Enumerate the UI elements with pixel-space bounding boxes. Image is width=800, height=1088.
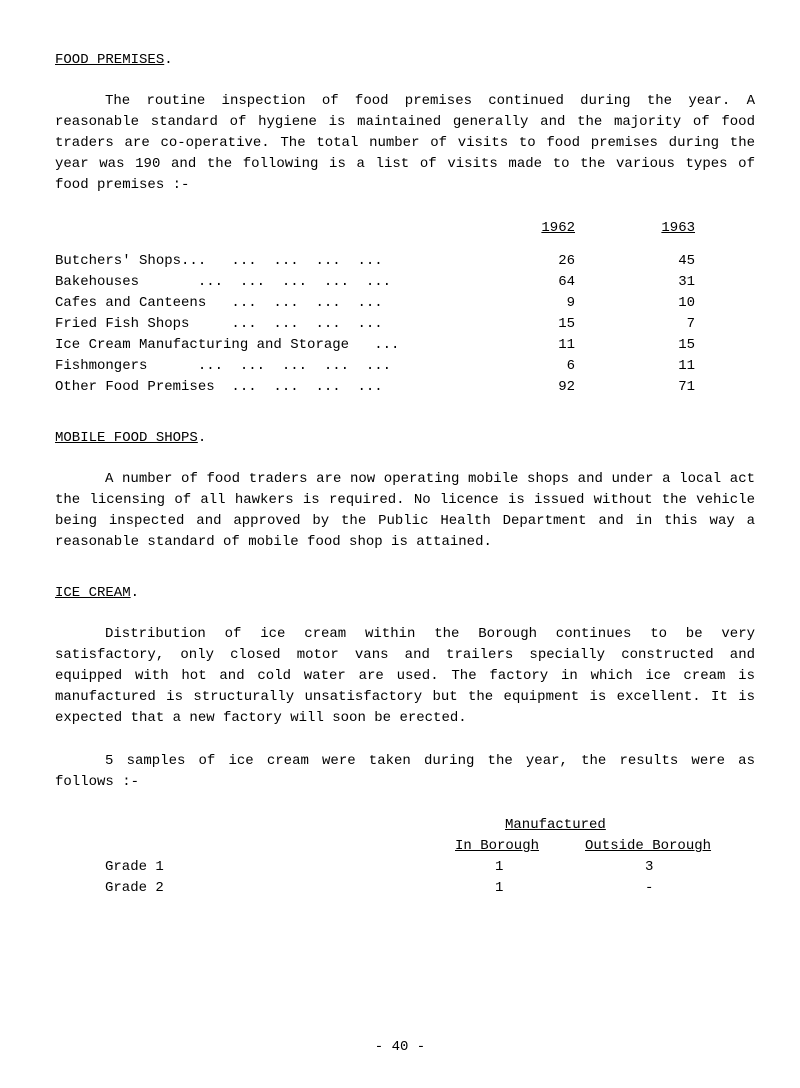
in-borough-label: In Borough (455, 836, 585, 857)
row-val1: 64 (455, 272, 575, 293)
row-val2: 71 (575, 377, 695, 398)
manufactured-table: Manufactured In Borough Outside Borough … (55, 815, 755, 899)
section-title-mobile-food: MOBILE FOOD SHOPS. (55, 428, 755, 449)
visits-table: 1962 1963 Butchers' Shops... ... ... ...… (55, 218, 755, 398)
grade-row: Grade 1 1 3 (55, 857, 755, 878)
row-label: Fried Fish Shops ... ... ... ... (55, 314, 455, 335)
row-val2: 11 (575, 356, 695, 377)
year-1963: 1963 (575, 218, 695, 239)
title-text: MOBILE FOOD SHOPS (55, 430, 198, 446)
title-text: FOOD PREMISES (55, 52, 164, 68)
paragraph-2: A number of food traders are now operati… (55, 469, 755, 553)
grade-v2: - (585, 878, 735, 899)
table-row: Other Food Premises ... ... ... ... 92 7… (55, 377, 755, 398)
grade-row: Grade 2 1 - (55, 878, 755, 899)
section-title-ice-cream: ICE CREAM. (55, 583, 755, 604)
grade-label: Grade 2 (55, 878, 455, 899)
row-label: Butchers' Shops... ... ... ... ... (55, 251, 455, 272)
table-row: Butchers' Shops... ... ... ... ... 26 45 (55, 251, 755, 272)
row-label: Bakehouses ... ... ... ... ... (55, 272, 455, 293)
row-val1: 26 (455, 251, 575, 272)
row-val2: 45 (575, 251, 695, 272)
row-label: Cafes and Canteens ... ... ... ... (55, 293, 455, 314)
row-val1: 92 (455, 377, 575, 398)
grade-v1: 1 (455, 878, 585, 899)
paragraph-3: Distribution of ice cream within the Bor… (55, 624, 755, 729)
manu-cols-row: In Borough Outside Borough (55, 836, 755, 857)
row-val2: 31 (575, 272, 695, 293)
row-label: Fishmongers ... ... ... ... ... (55, 356, 455, 377)
header-spacer (55, 218, 455, 239)
row-label: Other Food Premises ... ... ... ... (55, 377, 455, 398)
table-row: Ice Cream Manufacturing and Storage ... … (55, 335, 755, 356)
manu-title-row: Manufactured (55, 815, 755, 836)
paragraph-4: 5 samples of ice cream were taken during… (55, 751, 755, 793)
manufactured-label: Manufactured (505, 815, 606, 836)
row-val2: 7 (575, 314, 695, 335)
table-header: 1962 1963 (55, 218, 755, 239)
outside-borough-label: Outside Borough (585, 836, 735, 857)
row-val2: 10 (575, 293, 695, 314)
manu-spacer2 (455, 815, 505, 836)
row-label: Ice Cream Manufacturing and Storage ... (55, 335, 455, 356)
grade-v1: 1 (455, 857, 585, 878)
title-text: ICE CREAM (55, 585, 131, 601)
manu-spacer (55, 815, 455, 836)
row-val2: 15 (575, 335, 695, 356)
table-row: Cafes and Canteens ... ... ... ... 9 10 (55, 293, 755, 314)
table-row: Fishmongers ... ... ... ... ... 6 11 (55, 356, 755, 377)
grade-v2: 3 (585, 857, 735, 878)
row-val1: 15 (455, 314, 575, 335)
row-val1: 6 (455, 356, 575, 377)
grade-label: Grade 1 (55, 857, 455, 878)
year-1962: 1962 (455, 218, 575, 239)
section-title-food-premises: FOOD PREMISES. (55, 50, 755, 71)
table-row: Fried Fish Shops ... ... ... ... 15 7 (55, 314, 755, 335)
manu-spacer (55, 836, 455, 857)
row-val1: 9 (455, 293, 575, 314)
row-val1: 11 (455, 335, 575, 356)
page-number: - 40 - (0, 1037, 800, 1058)
table-row: Bakehouses ... ... ... ... ... 64 31 (55, 272, 755, 293)
paragraph-1: The routine inspection of food premises … (55, 91, 755, 196)
